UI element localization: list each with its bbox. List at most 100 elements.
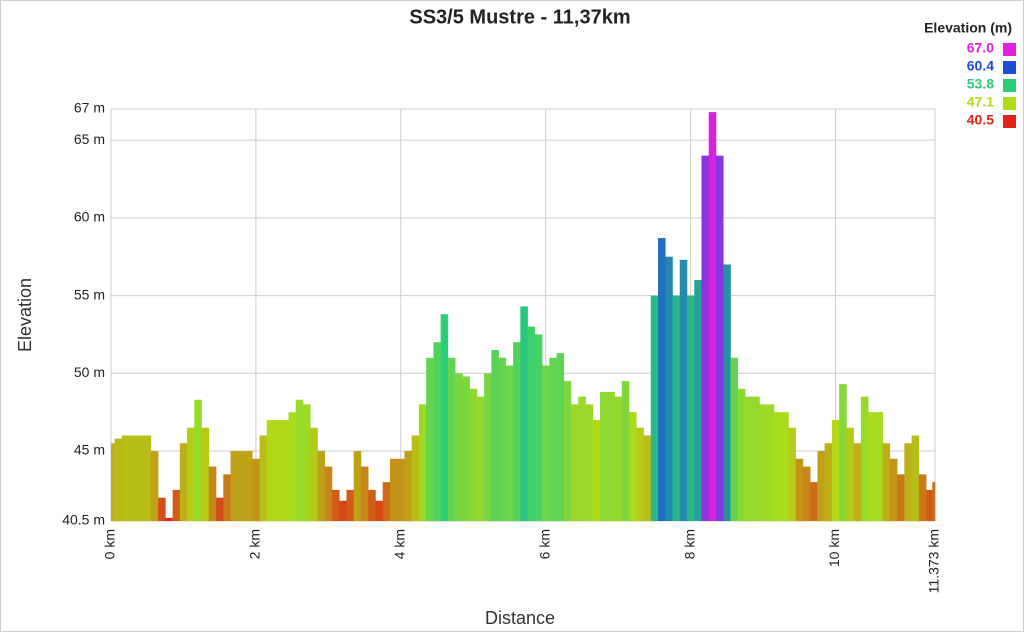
elevation-bar	[310, 427, 318, 521]
elevation-bar	[846, 427, 854, 521]
elevation-bar	[607, 391, 615, 521]
elevation-bar	[621, 381, 630, 521]
elevation-bar	[201, 427, 210, 521]
elevation-bar	[672, 295, 681, 521]
y-tick-label: 55 m	[74, 286, 105, 302]
elevation-bar	[245, 451, 253, 521]
elevation-bar	[781, 412, 789, 521]
elevation-bar	[889, 458, 898, 521]
elevation-bar	[455, 373, 463, 521]
elevation-bar	[701, 155, 710, 521]
y-tick-label: 67 m	[74, 100, 105, 116]
elevation-bar	[129, 435, 137, 521]
x-tick-label: 8 km	[681, 529, 697, 559]
elevation-bar	[447, 357, 456, 521]
elevation-bar	[143, 435, 152, 521]
chart-title: SS3/5 Mustre - 11,37km	[409, 6, 630, 28]
elevation-bar	[150, 451, 159, 521]
elevation-bar	[418, 404, 427, 521]
elevation-bar	[723, 264, 731, 521]
elevation-bar	[737, 388, 746, 521]
elevation-bar	[426, 357, 434, 521]
elevation-bar	[831, 419, 840, 521]
legend-swatch	[1003, 61, 1016, 74]
elevation-bar	[252, 458, 260, 521]
elevation-bar	[918, 474, 927, 521]
elevation-bar	[114, 438, 123, 521]
elevation-bar	[165, 517, 173, 521]
y-tick-label: 60 m	[74, 209, 105, 225]
elevation-bar	[368, 489, 376, 521]
elevation-bar	[187, 427, 195, 521]
elevation-bar	[397, 458, 405, 521]
elevation-bar	[274, 419, 282, 521]
elevation-bar	[904, 443, 912, 521]
elevation-bar	[520, 306, 528, 521]
elevation-bar	[614, 396, 623, 521]
elevation-bar	[839, 384, 847, 521]
elevation-bar	[266, 419, 275, 521]
elevation-bar	[592, 419, 601, 521]
elevation-bar	[534, 334, 543, 521]
elevation-bar	[773, 412, 782, 521]
elevation-bar	[121, 435, 130, 521]
elevation-bar	[715, 155, 724, 521]
y-tick-label: 40.5 m	[62, 512, 105, 528]
elevation-bar	[853, 443, 862, 521]
elevation-bar	[223, 474, 231, 521]
elevation-bar	[824, 443, 833, 521]
legend-label: 53.8	[967, 76, 994, 92]
elevation-bar	[513, 342, 521, 521]
elevation-bar	[331, 489, 340, 521]
elevation-bar	[542, 365, 550, 521]
elevation-bar	[629, 412, 637, 521]
y-tick-label: 45 m	[74, 442, 105, 458]
elevation-bar	[600, 391, 608, 521]
elevation-bar	[897, 474, 905, 521]
legend-swatch	[1003, 115, 1016, 128]
x-tick-label: 6 km	[536, 529, 552, 559]
elevation-bar	[868, 412, 876, 521]
elevation-bar	[288, 412, 297, 521]
elevation-bar	[208, 466, 217, 521]
elevation-bar	[636, 427, 644, 521]
elevation-bar	[360, 466, 369, 521]
legend-label: 40.5	[967, 112, 994, 128]
elevation-bar	[484, 373, 492, 521]
elevation-bar	[324, 466, 333, 521]
elevation-bar	[744, 396, 753, 521]
elevation-bar	[694, 280, 702, 521]
elevation-bar	[259, 435, 268, 521]
elevation-bar	[766, 404, 775, 521]
elevation-bar	[658, 238, 666, 521]
elevation-bar	[926, 489, 933, 521]
elevation-bar	[549, 357, 557, 521]
x-tick-label: 10 km	[826, 529, 842, 567]
elevation-bar	[433, 342, 441, 521]
elevation-bar	[136, 435, 144, 521]
elevation-bar	[563, 381, 572, 521]
elevation-bar	[730, 357, 739, 521]
x-tick-label: 4 km	[392, 529, 408, 559]
elevation-bar	[172, 489, 181, 521]
elevation-bar	[179, 443, 188, 521]
elevation-bar	[339, 500, 347, 521]
elevation-bar	[382, 482, 391, 521]
elevation-bar	[708, 112, 717, 521]
elevation-bar	[158, 497, 166, 521]
elevation-bar	[111, 443, 115, 521]
elevation-bar	[237, 451, 246, 521]
elevation-bar	[810, 482, 818, 521]
elevation-bar	[230, 451, 239, 521]
legend-title: Elevation (m)	[924, 20, 1012, 36]
elevation-bar	[317, 451, 326, 521]
elevation-bar	[404, 451, 412, 521]
elevation-bar	[440, 314, 449, 521]
elevation-bar	[759, 404, 767, 521]
x-tick-label: 11.373 km	[926, 529, 942, 593]
elevation-bar	[491, 349, 499, 521]
elevation-bar	[476, 396, 485, 521]
elevation-bar	[752, 396, 760, 521]
